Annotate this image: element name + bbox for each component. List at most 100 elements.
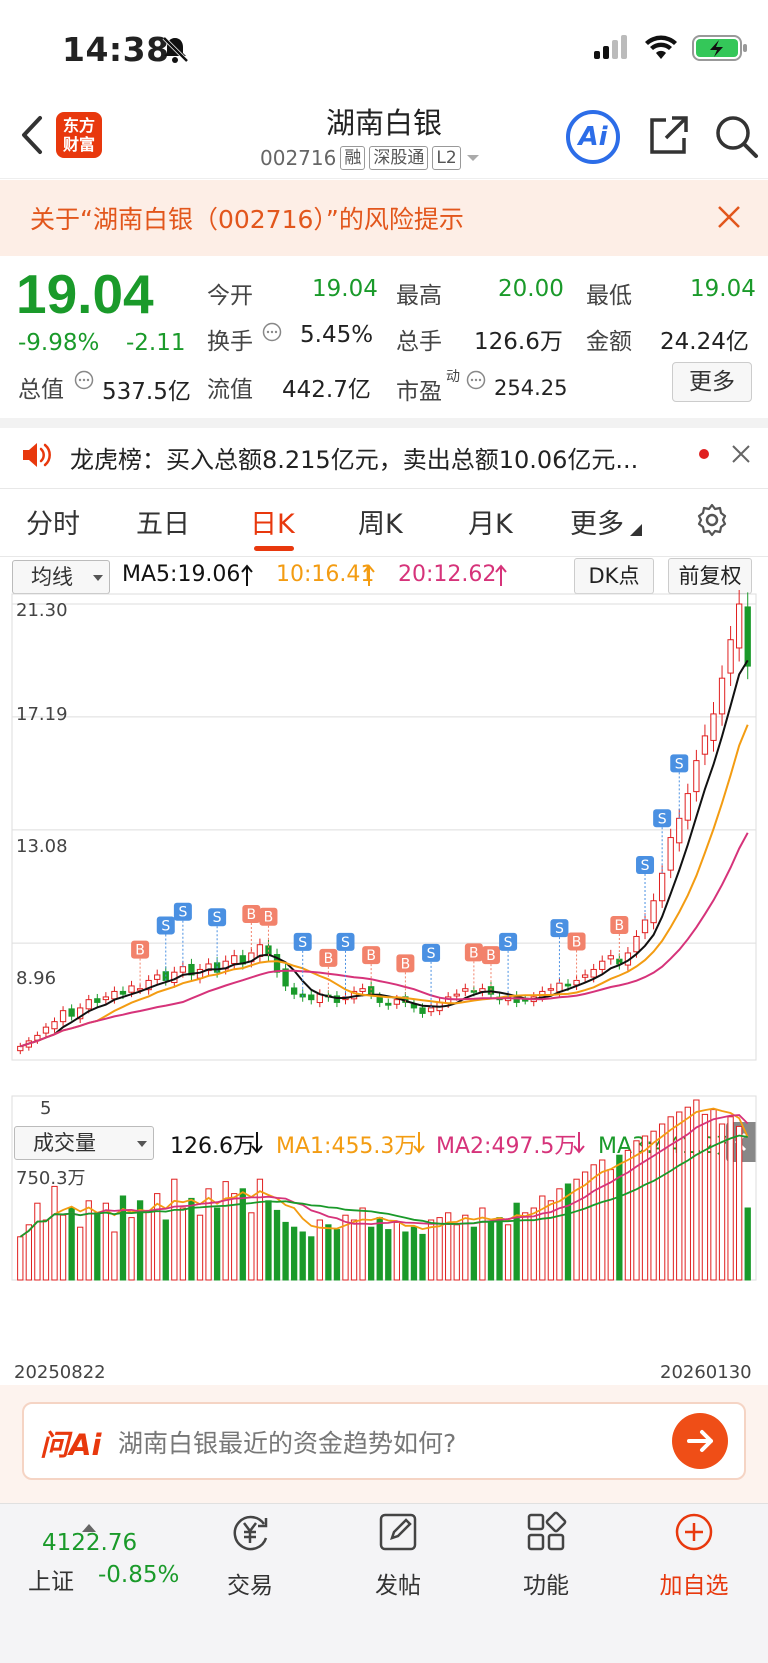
sell-signal[interactable]: S — [670, 754, 689, 773]
adjust-button[interactable]: 前复权 — [668, 558, 752, 594]
function-tab[interactable]: 功能 — [496, 1510, 596, 1600]
volume-bar — [17, 1236, 24, 1281]
buy-signal[interactable]: B — [131, 940, 150, 959]
candle — [701, 735, 709, 755]
ai-button[interactable]: Ai — [566, 110, 620, 164]
stock-subtitle[interactable]: 002716 融 深股通 L2 — [260, 146, 481, 170]
risk-banner-text[interactable]: 关于“湖南白银（002716）”的风险提示 — [30, 205, 464, 234]
volume-bar — [727, 1116, 734, 1281]
active-tab-indicator — [254, 546, 294, 551]
indicator-select[interactable]: 均线 — [12, 560, 110, 594]
tab-more[interactable]: 更多 — [570, 509, 624, 540]
more-button[interactable]: 更多 — [672, 362, 752, 402]
pe-label: 市盈 — [396, 379, 442, 405]
sell-signal[interactable]: S — [293, 932, 312, 951]
tab-intraday[interactable]: 分时 — [26, 509, 80, 540]
volume-bar — [624, 1149, 632, 1281]
volume-bar — [633, 1140, 640, 1281]
share-icon[interactable] — [646, 114, 690, 158]
close-icon[interactable] — [731, 444, 751, 464]
volume-bar — [504, 1224, 512, 1281]
mktcap-label: 总值 — [18, 377, 64, 403]
buy-signal[interactable]: B — [259, 907, 278, 926]
buy-signal[interactable]: B — [464, 943, 483, 962]
sell-signal[interactable]: S — [156, 916, 175, 935]
index-name[interactable]: 上证 — [28, 1569, 74, 1595]
info-icon[interactable] — [74, 370, 94, 390]
stock-title[interactable]: 湖南白银 — [325, 106, 442, 140]
up-triangle-icon — [82, 1524, 96, 1532]
info-icon[interactable] — [466, 370, 486, 390]
sell-signal[interactable]: S — [653, 809, 672, 828]
volume-bar — [590, 1164, 597, 1281]
ask-ai-box[interactable] — [22, 1402, 746, 1480]
add-watchlist-tab[interactable]: 加自选 — [644, 1510, 744, 1600]
volume-bar — [196, 1214, 204, 1281]
tab-daily-k[interactable]: 日K — [250, 509, 295, 540]
buy-signal[interactable]: B — [362, 946, 381, 965]
volume-bar — [556, 1188, 563, 1281]
sell-signal[interactable]: S — [550, 919, 569, 938]
buy-signal[interactable]: B — [567, 932, 586, 951]
buy-signal[interactable]: B — [481, 946, 500, 965]
sell-signal[interactable]: S — [636, 855, 655, 874]
index-value[interactable]: 4122.76 — [42, 1530, 138, 1556]
app-logo[interactable]: 东方 财富 — [56, 112, 102, 158]
buy-signal[interactable]: B — [242, 904, 261, 923]
tab-five-day[interactable]: 五日 — [136, 509, 190, 540]
volume-bar — [34, 1202, 41, 1281]
candle — [419, 1007, 426, 1014]
down-arrow-icon — [573, 1132, 585, 1154]
risk-banner[interactable] — [0, 180, 768, 256]
close-icon[interactable] — [716, 204, 742, 230]
price-frame — [11, 593, 757, 1061]
sell-signal[interactable]: S — [422, 943, 441, 962]
volume-bar — [436, 1217, 443, 1281]
yen-exchange-icon — [233, 1515, 268, 1551]
trade-tab[interactable]: 交易 — [200, 1510, 300, 1600]
ask-ai-prompt[interactable]: 湖南白银最近的资金趋势如何? — [118, 1429, 457, 1458]
pe-value: 254.25 — [494, 376, 568, 400]
volume-bar — [547, 1200, 555, 1281]
volume-indicator-select[interactable]: 成交量 — [14, 1126, 154, 1160]
sell-signal[interactable]: S — [336, 932, 355, 951]
volume-value: 126.6万 — [474, 329, 563, 355]
back-icon[interactable] — [18, 112, 46, 158]
search-icon[interactable] — [712, 112, 760, 160]
index-change[interactable]: -0.85% — [98, 1562, 180, 1588]
volume-ma-line — [19, 1107, 749, 1238]
tab-weekly-k[interactable]: 周K — [358, 509, 403, 540]
volume-bar — [59, 1214, 67, 1281]
buy-signal[interactable]: B — [319, 948, 338, 967]
grid-icon — [527, 1511, 567, 1551]
post-tab[interactable]: 发帖 — [348, 1510, 448, 1600]
buy-signal[interactable]: B — [610, 915, 629, 934]
candle — [641, 919, 649, 934]
sell-signal[interactable]: S — [499, 932, 518, 951]
volume-bar — [693, 1099, 700, 1281]
tab-monthly-k[interactable]: 月K — [468, 509, 513, 540]
volume-bar — [539, 1195, 546, 1281]
candle — [308, 994, 315, 1001]
candle — [290, 987, 298, 995]
info-icon[interactable] — [262, 322, 282, 342]
buy-signal[interactable]: B — [396, 954, 415, 973]
volume-bar — [445, 1212, 452, 1281]
sell-signal[interactable]: S — [173, 902, 192, 921]
gear-icon[interactable] — [694, 502, 730, 538]
dk-point-button[interactable]: DK点 — [574, 558, 654, 594]
volume-bar — [710, 1109, 717, 1281]
candle — [744, 606, 751, 667]
candle — [154, 974, 161, 980]
volume-bar — [368, 1226, 375, 1281]
price-tick: 13.08 — [16, 836, 68, 857]
volume-bar — [179, 1207, 187, 1281]
svg-text:B: B — [366, 948, 376, 964]
dragon-tiger-text[interactable]: 龙虎榜：买入总额8.215亿元，卖出总额10.06亿元... — [70, 446, 639, 474]
sell-signal[interactable]: S — [208, 908, 227, 927]
volume-bar — [487, 1221, 495, 1281]
candle — [205, 963, 212, 972]
volume-bar — [128, 1217, 135, 1281]
ask-ai-send-button[interactable] — [672, 1413, 728, 1469]
